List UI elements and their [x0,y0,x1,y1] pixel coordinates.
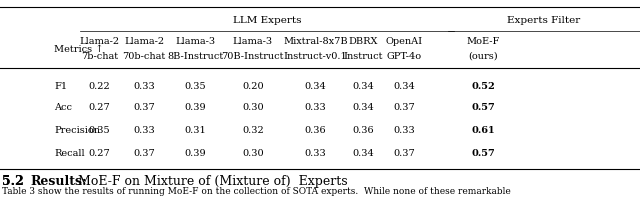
Text: OpenAI: OpenAI [386,37,423,46]
Text: Acc: Acc [54,103,72,112]
Text: 0.30: 0.30 [242,103,264,112]
Text: LLM Experts: LLM Experts [233,16,301,25]
Text: 0.35: 0.35 [88,126,110,135]
Text: 0.34: 0.34 [352,82,374,91]
Text: 0.27: 0.27 [88,103,110,112]
Text: 0.22: 0.22 [88,82,110,91]
Text: DBRX: DBRX [348,37,378,46]
Text: 0.37: 0.37 [394,149,415,158]
Text: MoE-F: MoE-F [467,37,500,46]
Text: 0.20: 0.20 [242,82,264,91]
Text: Metrics ↑: Metrics ↑ [54,45,104,53]
Text: (ours): (ours) [468,52,498,61]
Text: 0.57: 0.57 [471,149,495,158]
Text: Results:: Results: [31,175,87,188]
Text: 0.39: 0.39 [184,103,206,112]
Text: MoE-F on Mixture of (Mixture of)  Experts: MoE-F on Mixture of (Mixture of) Experts [74,175,348,188]
Text: 0.31: 0.31 [184,126,206,135]
Text: 0.37: 0.37 [133,149,155,158]
Text: 0.57: 0.57 [471,103,495,112]
Text: 0.32: 0.32 [242,126,264,135]
Text: 0.27: 0.27 [88,149,110,158]
Text: GPT-4o: GPT-4o [387,52,422,61]
Text: 0.37: 0.37 [133,103,155,112]
Text: 0.33: 0.33 [133,126,155,135]
Text: 0.52: 0.52 [471,82,495,91]
Text: 8B-Instruct: 8B-Instruct [167,52,223,61]
Text: Recall: Recall [54,149,85,158]
Text: 0.33: 0.33 [305,149,326,158]
Text: 0.39: 0.39 [184,149,206,158]
Text: 70b-chat: 70b-chat [122,52,166,61]
Text: 0.37: 0.37 [394,103,415,112]
Text: 5.2: 5.2 [2,175,24,188]
Text: 0.33: 0.33 [133,82,155,91]
Text: Mixtral-8x7B: Mixtral-8x7B [284,37,348,46]
Text: 0.33: 0.33 [394,126,415,135]
Text: 0.61: 0.61 [472,126,495,135]
Text: Llama-2: Llama-2 [124,37,164,46]
Text: Llama-3: Llama-3 [233,37,273,46]
Text: Experts Filter: Experts Filter [508,16,580,25]
Text: 0.34: 0.34 [305,82,326,91]
Text: 0.36: 0.36 [352,126,374,135]
Text: 0.33: 0.33 [305,103,326,112]
Text: Instruct-v0.1: Instruct-v0.1 [284,52,348,61]
Text: Table 3 show the results of running MoE-F on the collection of SOTA experts.  Wh: Table 3 show the results of running MoE-… [2,187,511,196]
Text: Instruct: Instruct [343,52,383,61]
Text: 0.36: 0.36 [305,126,326,135]
Text: F1: F1 [54,82,68,91]
Text: 70B-Instruct: 70B-Instruct [221,52,284,61]
Text: 5.2: 5.2 [2,175,33,188]
Text: 0.34: 0.34 [352,103,374,112]
Text: Precision: Precision [54,126,100,135]
Text: Llama-2: Llama-2 [79,37,119,46]
Text: Llama-3: Llama-3 [175,37,215,46]
Text: 0.35: 0.35 [184,82,206,91]
Text: 0.34: 0.34 [394,82,415,91]
Text: 7b-chat: 7b-chat [81,52,118,61]
Text: 0.30: 0.30 [242,149,264,158]
Text: 0.34: 0.34 [352,149,374,158]
